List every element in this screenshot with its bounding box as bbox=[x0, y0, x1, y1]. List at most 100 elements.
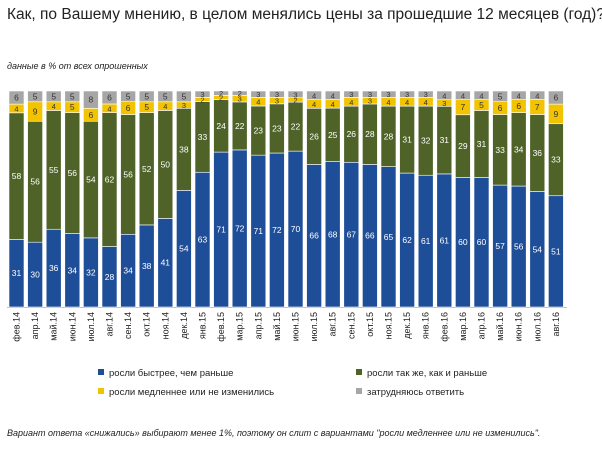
data-label: 4 bbox=[331, 91, 335, 100]
data-label: 4 bbox=[479, 91, 483, 100]
data-label: 3 bbox=[368, 90, 372, 99]
data-label: 23 bbox=[254, 126, 264, 136]
data-label: 54 bbox=[86, 175, 96, 185]
data-label: 5 bbox=[70, 91, 75, 101]
bar-segment-dont-know bbox=[194, 90, 211, 98]
data-label: 60 bbox=[477, 237, 487, 247]
data-label: 6 bbox=[89, 110, 94, 120]
data-label: 22 bbox=[235, 121, 245, 131]
x-tick-label: окт.15 bbox=[365, 312, 375, 337]
x-tick-label: янв.15 bbox=[198, 312, 208, 339]
bar-segment-dont-know bbox=[380, 90, 397, 98]
x-tick-label: фев.15 bbox=[216, 312, 226, 342]
data-label: 9 bbox=[554, 109, 559, 119]
data-label: 34 bbox=[514, 144, 524, 154]
data-label: 50 bbox=[161, 159, 171, 169]
data-label: 4 bbox=[52, 102, 56, 111]
data-label: 7 bbox=[461, 102, 466, 112]
data-label: 2 bbox=[293, 96, 297, 105]
data-label: 5 bbox=[51, 91, 56, 101]
data-label: 54 bbox=[533, 244, 543, 254]
legend-swatch bbox=[98, 369, 104, 375]
data-label: 70 bbox=[291, 224, 301, 234]
bar-segment-dont-know bbox=[510, 90, 527, 100]
data-label: 5 bbox=[479, 100, 484, 110]
x-tick-label: июн.14 bbox=[67, 312, 77, 341]
chart-title: Как, по Вашему мнению, в целом менялись … bbox=[7, 6, 602, 23]
data-label: 31 bbox=[12, 268, 22, 278]
data-label: 3 bbox=[275, 90, 279, 99]
x-tick-label: сен.14 bbox=[123, 312, 133, 339]
bar-segment-dont-know bbox=[176, 90, 192, 103]
data-label: 38 bbox=[179, 144, 189, 154]
bar-segment-dont-know bbox=[157, 90, 174, 103]
data-label: 5 bbox=[70, 102, 75, 112]
bar-segment-dont-know bbox=[250, 90, 267, 98]
data-label: 28 bbox=[105, 272, 115, 282]
x-tick-label: май.15 bbox=[272, 312, 282, 341]
data-label: 3 bbox=[200, 90, 204, 99]
bar-segment-dont-know bbox=[138, 90, 155, 103]
data-label: 6 bbox=[554, 93, 559, 103]
x-tick-label: апр.16 bbox=[477, 312, 487, 339]
data-label: 65 bbox=[384, 232, 394, 242]
data-label: 4 bbox=[535, 91, 539, 100]
data-label: 56 bbox=[30, 177, 40, 187]
data-label: 30 bbox=[30, 270, 40, 280]
bar-segment-dont-know bbox=[362, 90, 378, 98]
legend-label: росли так же, как и раньше bbox=[367, 368, 488, 379]
x-tick-label: янв.16 bbox=[421, 312, 431, 339]
data-label: 2 bbox=[238, 89, 242, 98]
x-tick-label: окт.14 bbox=[142, 312, 152, 337]
data-label: 3 bbox=[275, 97, 279, 106]
data-label: 25 bbox=[328, 130, 338, 140]
data-label: 28 bbox=[365, 129, 375, 139]
x-tick-label: июл.14 bbox=[86, 312, 96, 341]
x-tick-label: июн.15 bbox=[291, 312, 301, 341]
legend-swatch bbox=[98, 388, 104, 394]
data-label: 4 bbox=[349, 98, 353, 107]
bar-segment-dont-know bbox=[231, 90, 248, 96]
bar-segment-dont-know bbox=[417, 90, 434, 98]
legend-label: росли быстрее, чем раньше bbox=[109, 368, 234, 379]
data-label: 3 bbox=[368, 97, 372, 106]
data-label: 8 bbox=[89, 95, 94, 105]
data-label: 24 bbox=[216, 121, 226, 131]
bar-segment-dont-know bbox=[120, 90, 136, 102]
data-label: 23 bbox=[272, 123, 282, 133]
data-label: 67 bbox=[347, 230, 357, 240]
x-tick-label: фев.16 bbox=[439, 312, 449, 342]
legend-item-same: росли так же, как и раньше bbox=[356, 368, 487, 379]
x-tick-label: апр.14 bbox=[30, 312, 40, 339]
data-label: 4 bbox=[256, 98, 260, 107]
data-label: 6 bbox=[126, 103, 131, 113]
data-label: 32 bbox=[421, 136, 431, 146]
data-label: 68 bbox=[328, 229, 338, 239]
data-label: 5 bbox=[182, 91, 187, 101]
bar-segment-dont-know bbox=[101, 90, 118, 105]
data-label: 5 bbox=[163, 91, 168, 101]
x-tick-label: май.16 bbox=[495, 312, 505, 341]
data-label: 38 bbox=[142, 261, 152, 271]
data-label: 26 bbox=[347, 129, 357, 139]
bar-segment-dont-know bbox=[455, 90, 471, 100]
bar-segment-dont-know bbox=[45, 90, 62, 103]
bar-segment-dont-know bbox=[27, 90, 43, 103]
legend-swatch bbox=[356, 369, 362, 375]
data-label: 5 bbox=[144, 91, 149, 101]
data-label: 31 bbox=[440, 135, 450, 145]
x-tick-label: июн.16 bbox=[514, 312, 524, 341]
data-label: 5 bbox=[498, 91, 503, 101]
data-label: 57 bbox=[495, 241, 505, 251]
bar-segment-dont-know bbox=[529, 90, 546, 100]
data-label: 3 bbox=[293, 90, 297, 99]
data-label: 6 bbox=[498, 103, 503, 113]
data-label: 31 bbox=[477, 139, 487, 149]
legend-item-dont-know: затрудняюсь ответить bbox=[356, 387, 464, 398]
data-label: 6 bbox=[107, 92, 112, 102]
data-label: 72 bbox=[272, 225, 282, 235]
data-label: 4 bbox=[386, 98, 390, 107]
data-label: 56 bbox=[514, 242, 524, 252]
data-label: 4 bbox=[312, 100, 316, 109]
